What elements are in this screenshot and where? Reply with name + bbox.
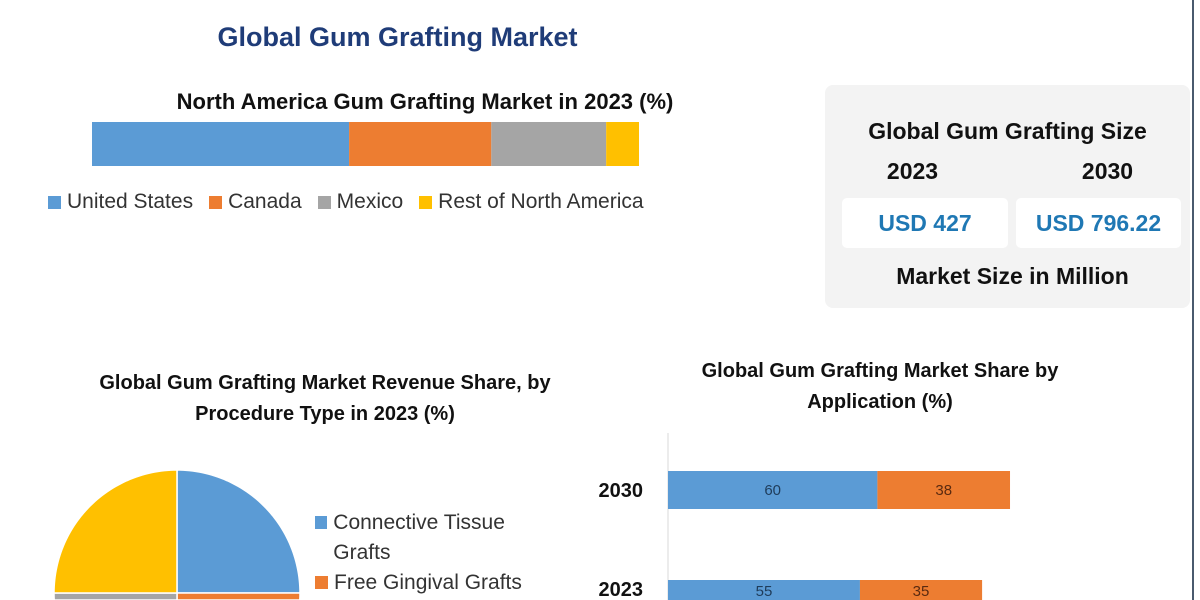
right-border (1192, 0, 1194, 600)
pie-legend: Connective Tissue Grafts Free Gingival G… (315, 508, 555, 598)
legend-label: Free Gingival Grafts (334, 571, 522, 594)
app-bar-segment (859, 580, 983, 600)
na-bar-segment (349, 122, 492, 166)
na-bar-segment (606, 122, 639, 166)
legend-swatch (315, 576, 328, 589)
legend-connective-tissue: Connective Tissue Grafts (315, 508, 555, 568)
pie-slice (53, 469, 178, 594)
pie-chart-title: Global Gum Grafting Market Revenue Share… (99, 372, 551, 425)
category-label: 2030 (599, 480, 644, 502)
pie-slice (176, 469, 301, 594)
legend-item: United States (48, 190, 193, 214)
card-footer: Market Size in Million (896, 263, 1129, 289)
na-bar-segment (92, 122, 350, 166)
legend-label: Connective Tissue Grafts (333, 511, 505, 564)
category-label: 2023 (599, 579, 644, 600)
application-chart-title: Global Gum Grafting Market Share by Appl… (701, 360, 1059, 413)
na-bar-segment (491, 122, 607, 166)
data-label: 60 (764, 482, 781, 499)
legend-label: Canada (228, 190, 302, 213)
legend-swatch (317, 195, 331, 209)
legend-item: Rest of North America (419, 190, 644, 214)
data-label: 35 (913, 583, 930, 600)
legend-swatch (48, 195, 61, 209)
year-2023: 2023 (886, 158, 939, 184)
value-2023: USD 427 (842, 198, 1008, 248)
page-title: Global Gum Grafting Market (217, 22, 578, 52)
data-label: 38 (935, 482, 952, 499)
value-2030: USD 796.22 (1016, 198, 1181, 248)
legend-swatch (419, 195, 433, 209)
legend-item: Mexico (317, 190, 404, 214)
na-legend: United States Canada Mexico Rest of North A… (48, 190, 660, 214)
legend-free-gingival: Free Gingival Grafts (315, 568, 555, 598)
app-bar-segment (668, 471, 878, 509)
card-heading: Global Gum Grafting Size (868, 118, 1147, 144)
legend-label: United States (67, 190, 194, 213)
app-bar-segment (668, 580, 860, 600)
market-size-card: Global Gum Grafting Size 2023 2030 USD 4… (825, 85, 1190, 308)
legend-swatch (209, 195, 223, 209)
pie-slice (176, 592, 301, 600)
legend-item: Canada (209, 190, 302, 214)
year-2030: 2030 (1081, 158, 1134, 184)
legend-label: Rest of North America (438, 190, 644, 213)
legend-label: Mexico (336, 190, 404, 213)
pie-slice (53, 592, 178, 600)
app-bar-segment (877, 471, 1011, 509)
legend-swatch (315, 516, 328, 529)
data-label: 55 (756, 583, 773, 600)
na-chart-title: North America Gum Grafting Market in 202… (176, 89, 674, 114)
